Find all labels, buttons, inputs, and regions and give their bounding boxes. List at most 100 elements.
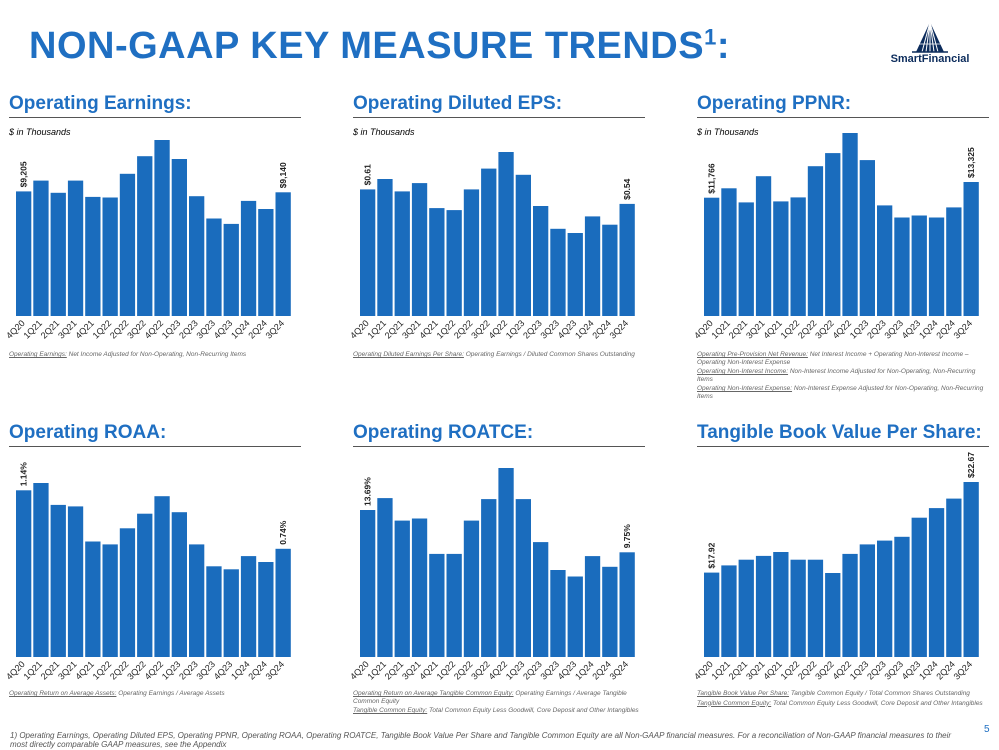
x-tick-label: 4Q21 bbox=[417, 318, 440, 341]
x-tick-label: 2Q23 bbox=[177, 318, 200, 341]
x-tick-label: 1Q23 bbox=[504, 318, 527, 341]
x-tick-label: 4Q22 bbox=[831, 659, 854, 682]
x-tick-label: 1Q22 bbox=[435, 659, 458, 682]
x-tick-label: 2Q24 bbox=[934, 318, 957, 341]
definition-term: Operating Return on Average Tangible Com… bbox=[353, 690, 514, 697]
bar-3Q22 bbox=[137, 156, 153, 316]
bar-4Q22 bbox=[498, 468, 514, 657]
bar-1Q23 bbox=[171, 159, 187, 316]
bar-2Q24 bbox=[946, 207, 962, 316]
definition-text: Total Common Equity Less Goodwill, Core … bbox=[427, 707, 639, 715]
bar-4Q23 bbox=[567, 576, 583, 657]
page-title-text: NON-GAAP KEY MEASURE TRENDS bbox=[29, 25, 705, 67]
data-label: $9,205 bbox=[19, 161, 29, 187]
definition-text: Net Income Adjusted for Non-Operating, N… bbox=[66, 351, 247, 358]
x-tick-label: 2Q22 bbox=[452, 318, 475, 341]
data-label: $13,325 bbox=[966, 147, 976, 178]
x-tick-label: 4Q20 bbox=[4, 659, 27, 682]
page-number: 5 bbox=[984, 724, 990, 735]
bar-3Q23 bbox=[206, 566, 222, 657]
bar-2Q23 bbox=[877, 205, 893, 316]
x-tick-label: 4Q20 bbox=[692, 659, 715, 682]
bar-1Q24 bbox=[584, 556, 601, 657]
definition-note: Operating Non-Interest Income: Non-Inter… bbox=[697, 368, 989, 383]
bar-2Q24 bbox=[946, 498, 962, 657]
bar-3Q23 bbox=[206, 218, 222, 316]
chart-title: Operating Earnings: bbox=[9, 93, 192, 114]
x-tick-label: 2Q21 bbox=[39, 659, 62, 682]
x-tick-label: 1Q24 bbox=[229, 318, 252, 341]
bar-4Q22 bbox=[842, 133, 858, 316]
x-tick-label: 4Q20 bbox=[4, 318, 27, 341]
bar-3Q22 bbox=[481, 499, 497, 657]
bar-4Q20 bbox=[704, 572, 720, 657]
bar-3Q21 bbox=[411, 518, 428, 657]
x-tick-label: 4Q21 bbox=[761, 659, 784, 682]
x-tick-label: 2Q24 bbox=[590, 318, 613, 341]
unit-label: $ in Thousands bbox=[697, 127, 759, 137]
x-tick-label: 2Q24 bbox=[934, 659, 957, 682]
chart-panel: Tangible Book Value Per Share: 4Q20 $17.92… bbox=[692, 422, 989, 750]
bar-1Q21 bbox=[721, 565, 737, 657]
bar-4Q23 bbox=[911, 517, 927, 657]
bar-2Q22 bbox=[807, 166, 824, 316]
title-divider bbox=[697, 446, 989, 447]
bar-2Q23 bbox=[877, 540, 893, 657]
x-tick-label: 3Q24 bbox=[608, 318, 631, 341]
bar-4Q23 bbox=[911, 215, 927, 316]
definition-text: Operating Earnings / Average Assets bbox=[116, 690, 225, 697]
x-tick-label: 1Q23 bbox=[504, 659, 527, 682]
bar-4Q20 bbox=[360, 510, 376, 657]
definition-term: Operating Diluted Earnings Per Share: bbox=[353, 351, 464, 358]
x-tick-label: 1Q24 bbox=[917, 659, 940, 682]
x-tick-label: 4Q20 bbox=[348, 659, 371, 682]
bar-chart: 4Q201.14%1Q212Q213Q214Q211Q222Q223Q224Q2… bbox=[4, 462, 291, 682]
definition-notes: Operating Earnings: Net Income Adjusted … bbox=[9, 351, 301, 361]
bar-3Q23 bbox=[550, 570, 566, 657]
x-tick-label: 1Q23 bbox=[848, 318, 871, 341]
bar-4Q20 bbox=[16, 191, 32, 316]
x-tick-label: 1Q24 bbox=[229, 659, 252, 682]
x-tick-label: 2Q22 bbox=[452, 659, 475, 682]
bar-chart: 4Q20$11,7661Q212Q213Q214Q211Q222Q223Q224… bbox=[692, 133, 979, 341]
bar-4Q21 bbox=[85, 196, 101, 316]
x-tick-label: 1Q22 bbox=[779, 318, 802, 341]
x-tick-label: 2Q22 bbox=[796, 659, 819, 682]
x-tick-label: 4Q23 bbox=[212, 318, 235, 341]
definition-note: Tangible Common Equity: Total Common Equ… bbox=[697, 700, 989, 708]
bar-4Q21 bbox=[429, 553, 445, 657]
x-tick-label: 3Q21 bbox=[56, 318, 79, 341]
x-tick-label: 4Q23 bbox=[556, 318, 579, 341]
x-tick-label: 3Q21 bbox=[400, 659, 423, 682]
bar-chart: 4Q2013.69%1Q212Q213Q214Q211Q222Q223Q224Q… bbox=[348, 468, 635, 682]
x-tick-label: 1Q23 bbox=[848, 659, 871, 682]
x-tick-label: 4Q21 bbox=[761, 318, 784, 341]
x-tick-label: 3Q24 bbox=[952, 659, 975, 682]
chart-title: Operating ROAA: bbox=[9, 422, 167, 443]
definition-notes: Operating Return on Average Tangible Com… bbox=[353, 690, 645, 717]
data-label: 13.69% bbox=[363, 477, 373, 506]
bar-1Q22 bbox=[790, 197, 806, 316]
definition-notes: Operating Diluted Earnings Per Share: Op… bbox=[353, 351, 645, 361]
x-tick-label: 4Q23 bbox=[900, 659, 923, 682]
x-tick-label: 4Q23 bbox=[212, 659, 235, 682]
bar-2Q22 bbox=[807, 559, 824, 657]
definition-text: Total Common Equity Less Goodwill, Core … bbox=[771, 699, 983, 707]
x-tick-label: 4Q21 bbox=[417, 659, 440, 682]
x-tick-label: 2Q23 bbox=[177, 659, 200, 682]
bar-2Q22 bbox=[463, 520, 480, 657]
x-tick-label: 4Q21 bbox=[73, 318, 96, 341]
bar-4Q21 bbox=[429, 208, 445, 316]
chart-panel: Operating ROAA: 4Q20 1.14% 1Q21 2Q21 3Q21 4Q21… bbox=[4, 422, 301, 750]
bar-3Q21 bbox=[411, 183, 428, 316]
chart-panel: Operating ROATCE: 4Q20 13.69% 1Q21 2Q21 3Q21 4… bbox=[348, 422, 645, 750]
bar-4Q20 bbox=[360, 189, 376, 316]
definition-term: Operating Pre-Provision Net Revenue: bbox=[697, 351, 808, 358]
data-label: $0.61 bbox=[363, 164, 373, 186]
x-tick-label: 2Q23 bbox=[865, 659, 888, 682]
bar-2Q21 bbox=[50, 192, 66, 316]
bar-3Q24 bbox=[619, 552, 635, 657]
definition-text: Operating Earnings / Diluted Common Shar… bbox=[463, 351, 635, 358]
bar-3Q22 bbox=[137, 513, 153, 657]
bar-1Q21 bbox=[33, 483, 49, 657]
